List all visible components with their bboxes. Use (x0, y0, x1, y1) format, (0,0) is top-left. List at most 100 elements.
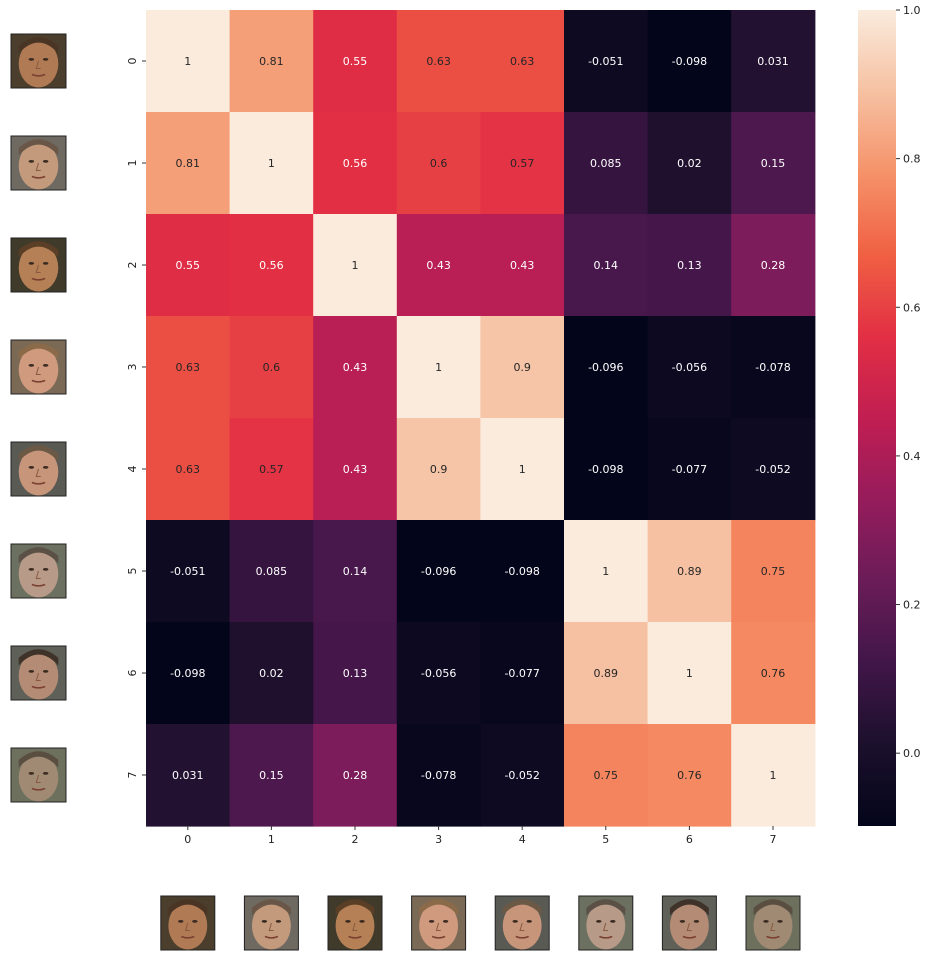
cell-annotation: -0.077 (504, 667, 539, 680)
heatmap-cell (229, 112, 314, 215)
y-tick-label: 6 (126, 670, 139, 677)
face-thumbnail (160, 895, 216, 951)
cell-annotation: 0.13 (343, 667, 368, 680)
heatmap-annotations: 1 0.81 0.55 0.63 0.63 -0.051 -0.098 0.031 0.81 1 0… (170, 55, 791, 782)
y-tick-label: 2 (126, 262, 139, 269)
face-thumbnail (10, 33, 67, 89)
y-tick-label: 1 (126, 160, 139, 167)
cell-annotation: 0.13 (677, 259, 702, 272)
cell-annotation: 0.15 (761, 157, 786, 170)
heatmap-cell (396, 316, 481, 419)
cell-annotation: 0.56 (343, 157, 368, 170)
heatmap-cell (229, 10, 314, 113)
heatmap-cell (229, 418, 314, 521)
column-face-thumbnails (160, 895, 801, 951)
heatmap-cell (396, 214, 481, 317)
cell-annotation: 0.57 (510, 157, 535, 170)
cell-annotation: 0.02 (259, 667, 284, 680)
heatmap-cell (564, 724, 649, 827)
cell-annotation: -0.077 (672, 463, 707, 476)
heatmap-cell (731, 418, 816, 521)
x-tick-label: 5 (602, 833, 609, 846)
heatmap-cell (396, 418, 481, 521)
face-thumbnail (494, 895, 550, 951)
cell-annotation: 1 (268, 157, 275, 170)
cell-annotation: 0.43 (510, 259, 535, 272)
cell-annotation: -0.052 (755, 463, 790, 476)
cell-annotation: 0.81 (176, 157, 201, 170)
cell-annotation: 0.085 (590, 157, 622, 170)
cell-annotation: 0.031 (172, 769, 204, 782)
face-thumbnail (10, 645, 67, 701)
cell-annotation: 0.6 (430, 157, 448, 170)
cell-annotation: -0.056 (672, 361, 707, 374)
cell-annotation: 1 (184, 55, 191, 68)
heatmap-cell (731, 520, 816, 623)
cell-annotation: 0.085 (256, 565, 288, 578)
x-tick-label: 3 (435, 833, 442, 846)
heatmap-cell (396, 724, 481, 827)
heatmap-cell (480, 622, 565, 725)
heatmap-cell (564, 622, 649, 725)
heatmap-cells (146, 10, 816, 827)
cell-annotation: 0.031 (757, 55, 789, 68)
heatmap-cell (564, 112, 649, 215)
heatmap-cell (313, 418, 398, 521)
heatmap-cell (480, 112, 565, 215)
heatmap-cell (647, 112, 732, 215)
heatmap-cell (396, 520, 481, 623)
heatmap-cell (146, 418, 231, 521)
heatmap-cell (564, 418, 649, 521)
y-tick-label: 7 (126, 772, 139, 779)
heatmap-cell (731, 622, 816, 725)
cell-annotation: 1 (602, 565, 609, 578)
heatmap-cell (731, 10, 816, 113)
heatmap-cell (146, 112, 231, 215)
face-thumbnail (10, 339, 67, 395)
x-axis-ticks: 0 1 2 3 4 5 6 7 (184, 826, 777, 846)
y-tick-label: 5 (126, 568, 139, 575)
heatmap-cell (647, 724, 732, 827)
x-tick-label: 4 (519, 833, 526, 846)
cell-annotation: 0.63 (176, 361, 201, 374)
cell-annotation: 1 (352, 259, 359, 272)
colorbar-tick-label: 0.6 (903, 301, 921, 314)
heatmap-cell (146, 622, 231, 725)
cell-annotation: 0.28 (761, 259, 786, 272)
heatmap-cell (564, 520, 649, 623)
cell-annotation: 0.63 (510, 55, 535, 68)
heatmap-cell (564, 214, 649, 317)
cell-annotation: 0.56 (259, 259, 284, 272)
heatmap-cell (480, 316, 565, 419)
face-thumbnail (243, 895, 299, 951)
heatmap-cell (229, 214, 314, 317)
face-thumbnail (327, 895, 383, 951)
colorbar-tick-label: 0.4 (903, 450, 921, 463)
heatmap-cell (480, 520, 565, 623)
face-thumbnail (10, 747, 67, 803)
heatmap-cell (480, 418, 565, 521)
heatmap-cell (564, 10, 649, 113)
x-tick-label: 0 (184, 833, 191, 846)
face-thumbnail (661, 895, 717, 951)
cell-annotation: 0.75 (594, 769, 619, 782)
cell-annotation: -0.098 (170, 667, 205, 680)
heatmap-cell (647, 10, 732, 113)
cell-annotation: 0.89 (594, 667, 619, 680)
cell-annotation: -0.098 (588, 463, 623, 476)
cell-annotation: 0.81 (259, 55, 284, 68)
x-tick-label: 1 (268, 833, 275, 846)
heatmap-cell (146, 724, 231, 827)
colorbar-tick-label: 0.2 (903, 599, 921, 612)
cell-annotation: 0.63 (176, 463, 201, 476)
heatmap-cell (647, 214, 732, 317)
cell-annotation: 0.14 (343, 565, 368, 578)
row-face-thumbnails (10, 33, 67, 803)
heatmap-cell (731, 316, 816, 419)
heatmap-cell (229, 622, 314, 725)
heatmap-cell (313, 724, 398, 827)
face-thumbnail (10, 237, 67, 293)
face-thumbnail (10, 441, 67, 497)
heatmap-cell (647, 418, 732, 521)
heatmap-cell (396, 10, 481, 113)
